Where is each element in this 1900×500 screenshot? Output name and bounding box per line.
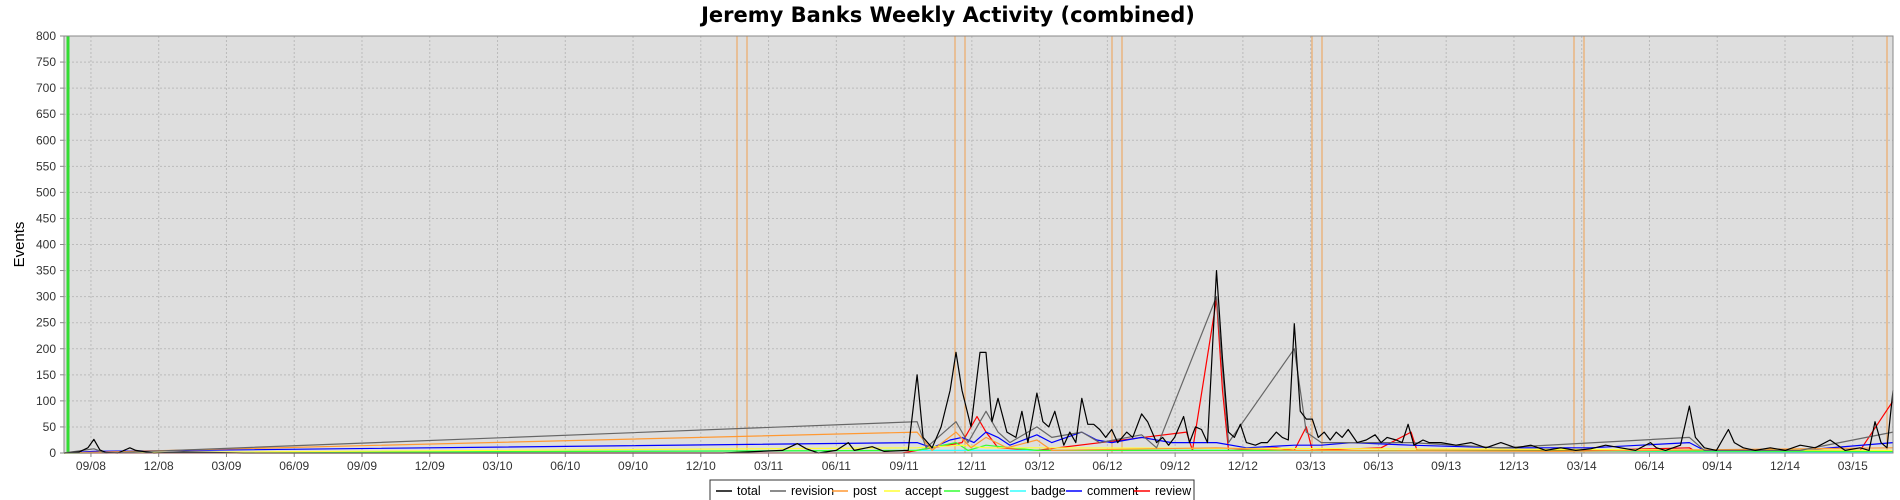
x-tick-label: 06/14	[1634, 459, 1664, 473]
y-tick-label: 550	[36, 159, 56, 173]
legend-label-post: post	[853, 484, 877, 498]
x-tick-label: 03/15	[1838, 459, 1868, 473]
x-tick-label: 06/10	[550, 459, 580, 473]
y-tick-label: 200	[36, 342, 56, 356]
y-tick-label: 450	[36, 211, 56, 225]
legend-label-badge: badge	[1031, 484, 1066, 498]
y-tick-label: 350	[36, 264, 56, 278]
x-tick-label: 03/11	[754, 459, 783, 473]
x-tick-label: 12/10	[686, 459, 716, 473]
x-tick-label: 12/14	[1770, 459, 1800, 473]
x-tick-label: 12/09	[415, 459, 445, 473]
legend-label-accept: accept	[905, 484, 942, 498]
x-tick-label: 03/13	[1296, 459, 1326, 473]
x-tick-label: 09/12	[1160, 459, 1190, 473]
x-tick-label: 03/12	[1025, 459, 1055, 473]
y-tick-label: 750	[36, 55, 56, 69]
y-tick-label: 100	[36, 394, 56, 408]
plot-background	[64, 36, 1893, 453]
x-tick-label: 03/14	[1567, 459, 1597, 473]
x-tick-label: 12/08	[144, 459, 174, 473]
x-tick-label: 09/09	[347, 459, 377, 473]
x-tick-label: 06/12	[1092, 459, 1122, 473]
y-tick-label: 0	[49, 446, 56, 460]
y-tick-label: 250	[36, 316, 56, 330]
x-tick-label: 09/13	[1431, 459, 1461, 473]
series-line-suggest	[63, 442, 1894, 454]
x-tick-label: 03/10	[482, 459, 512, 473]
y-tick-label: 150	[36, 368, 56, 382]
plot-area: 0 50 100 150 200 250 300 350 400 450 500 550 600 650 7…	[36, 29, 1894, 473]
y-tick-label: 700	[36, 81, 56, 95]
plot-border	[63, 35, 1894, 454]
x-tick-label: 03/09	[211, 459, 241, 473]
legend-box	[709, 479, 1195, 500]
legend: total revision post accept suggest badge comme…	[709, 479, 1195, 500]
x-tick-label: 06/11	[822, 459, 851, 473]
x-tick-label: 06/13	[1363, 459, 1393, 473]
series-line-comment	[63, 431, 1894, 454]
x-tick-label: 09/11	[890, 459, 919, 473]
legend-label-review: review	[1155, 484, 1192, 498]
legend-label-revision: revision	[791, 484, 834, 498]
x-tick-label: 06/09	[279, 459, 309, 473]
y-tick-label: 300	[36, 290, 56, 304]
legend-label-suggest: suggest	[965, 484, 1009, 498]
chart-title: Jeremy Banks Weekly Activity (combined)	[699, 3, 1195, 27]
legend-label-total: total	[737, 484, 761, 498]
x-tick-label: 12/11	[957, 459, 986, 473]
legend-label-comment: comment	[1087, 484, 1139, 498]
y-tick-label: 800	[36, 29, 56, 43]
y-tick-label: 600	[36, 133, 56, 147]
x-tick-label: 09/10	[618, 459, 648, 473]
x-tick-label: 09/14	[1702, 459, 1732, 473]
x-tick-label: 12/12	[1228, 459, 1258, 473]
series-line-post	[63, 431, 1894, 454]
x-tick-label: 09/08	[76, 459, 106, 473]
y-tick-label: 500	[36, 185, 56, 199]
x-tick-label: 12/13	[1499, 459, 1529, 473]
y-tick-label: 50	[43, 420, 57, 434]
series-line-total	[63, 270, 1894, 454]
y-axis-label: Events	[11, 222, 28, 268]
y-tick-label: 400	[36, 238, 56, 252]
y-tick-label: 650	[36, 107, 56, 121]
